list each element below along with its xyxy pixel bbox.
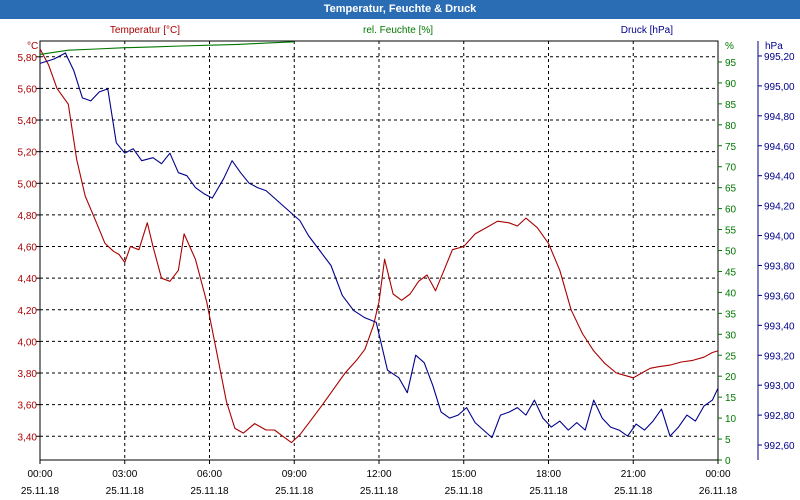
humidity-tick-label: 70 [725, 163, 737, 174]
temperature-tick-label: 4,00 [18, 337, 38, 348]
pressure-tick-label: 994,00 [764, 232, 795, 243]
pressure-unit: hPa [765, 41, 783, 52]
pressure-tick-label: 992,60 [764, 441, 795, 452]
x-tick-time: 15:00 [451, 469, 476, 480]
pressure-tick-label: 992,80 [764, 411, 795, 422]
x-tick-time: 00:00 [705, 469, 730, 480]
humidity-unit: % [725, 41, 734, 52]
x-tick-date: 25.11.18 [190, 486, 229, 497]
humidity-line [39, 41, 295, 55]
humidity-tick-label: 35 [725, 309, 737, 320]
x-tick-time: 12:00 [366, 469, 391, 480]
pressure-tick-label: 994,40 [764, 172, 795, 183]
temperature-tick-label: 4,20 [18, 306, 38, 317]
pressure-tick-label: 994,20 [764, 202, 795, 213]
x-tick-time: 03:00 [112, 469, 137, 480]
humidity-tick-label: 30 [725, 330, 737, 341]
temperature-tick-label: 5,00 [18, 179, 38, 190]
pressure-tick-label: 994,60 [764, 142, 795, 153]
temperature-tick-label: 3,40 [18, 432, 38, 443]
humidity-tick-label: 25 [725, 351, 737, 362]
x-tick-date: 25.11.18 [445, 486, 484, 497]
pressure-tick-label: 993,60 [764, 291, 795, 302]
x-tick-date: 25.11.18 [275, 486, 314, 497]
chart: 3,40 3,60 3,80 4,00 4,20 4,40 4,60 4,80 5,00 5,20… [18, 25, 795, 497]
humidity-tick-label: 65 [725, 184, 737, 195]
temperature-tick-label: 5,60 [18, 84, 38, 95]
pressure-tick-label: 993,80 [764, 261, 795, 272]
x-tick-time: 06:00 [197, 469, 222, 480]
pressure-line [39, 52, 719, 439]
x-tick-date: 25.11.18 [360, 486, 399, 497]
temperature-line [39, 48, 719, 444]
humidity-tick-label: 5 [725, 435, 731, 446]
x-tick-date: 26.11.18 [699, 486, 738, 497]
x-tick-time: 00:00 [27, 469, 52, 480]
humidity-tick-label: 85 [725, 100, 737, 111]
humidity-tick-label: 55 [725, 226, 737, 237]
pressure-tick-label: 993,20 [764, 351, 795, 362]
x-tick-date: 25.11.18 [614, 486, 653, 497]
humidity-tick-label: 10 [725, 414, 737, 425]
temperature-tick-label: 5,40 [18, 116, 38, 127]
humidity-tick-label: 15 [725, 393, 737, 404]
temperature-tick-label: 4,80 [18, 211, 38, 222]
humidity-tick-label: 20 [725, 372, 737, 383]
humidity-axis-label: rel. Feuchte [%] [363, 25, 433, 36]
x-tick-date: 25.11.18 [106, 486, 145, 497]
humidity-tick-label: 95 [725, 58, 737, 69]
humidity-tick-label: 40 [725, 288, 737, 299]
humidity-tick-label: 75 [725, 142, 737, 153]
temperature-unit: °C [27, 41, 38, 52]
temperature-tick-label: 5,20 [18, 148, 38, 159]
x-tick-time: 18:00 [536, 469, 561, 480]
temperature-axis-label: Temperatur [°C] [110, 25, 180, 36]
temperature-tick-label: 4,60 [18, 243, 38, 254]
x-tick-date: 25.11.18 [21, 486, 60, 497]
pressure-tick-label: 993,00 [764, 381, 795, 392]
temperature-tick-label: 3,60 [18, 401, 38, 412]
pressure-axis-label: Druck [hPa] [621, 25, 673, 36]
x-tick-time: 21:00 [621, 469, 646, 480]
humidity-tick-label: 90 [725, 79, 737, 90]
humidity-tick-label: 45 [725, 267, 737, 278]
pressure-tick-label: 995,00 [764, 82, 795, 93]
x-tick-date: 25.11.18 [529, 486, 568, 497]
temperature-tick-label: 3,80 [18, 369, 38, 380]
chart-title: Temperatur, Feuchte & Druck [0, 0, 800, 19]
humidity-tick-label: 80 [725, 121, 737, 132]
humidity-tick-label: 60 [725, 205, 737, 216]
temperature-tick-label: 4,40 [18, 274, 38, 285]
temperature-tick-label: 5,80 [18, 53, 38, 64]
pressure-tick-label: 994,80 [764, 112, 795, 123]
pressure-tick-label: 995,20 [764, 52, 795, 63]
humidity-tick-label: 0 [725, 456, 731, 467]
x-tick-time: 09:00 [282, 469, 307, 480]
pressure-tick-label: 993,40 [764, 321, 795, 332]
humidity-tick-label: 50 [725, 247, 737, 258]
